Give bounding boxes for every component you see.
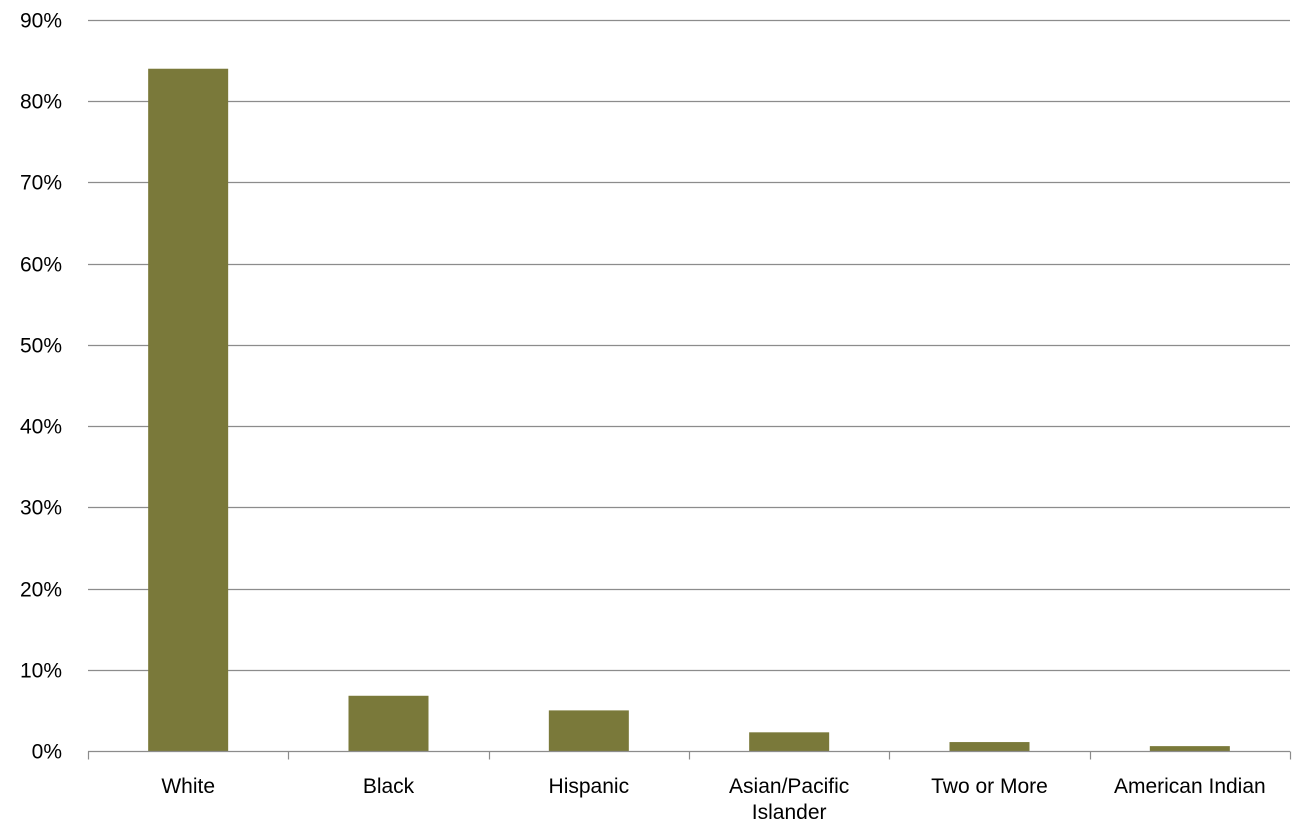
x-tick-label: American Indian (1114, 775, 1266, 798)
y-tick-label: 80% (20, 91, 62, 114)
x-axis (87, 750, 1292, 760)
bar (1149, 746, 1230, 751)
bar (949, 742, 1030, 751)
y-tick-label: 10% (20, 660, 62, 683)
bar (148, 68, 229, 751)
y-tick-label: 20% (20, 579, 62, 602)
y-tick-labels: 0% 10% 20% 30% 40% 50% 60% 70% 80% 90% (20, 10, 62, 764)
y-tick-label: 30% (20, 497, 62, 520)
bars (148, 68, 1230, 751)
y-tick-label: 70% (20, 172, 62, 195)
gridlines (88, 19, 1290, 672)
y-tick-label: 60% (20, 254, 62, 277)
x-tick-label: Asian/Pacific Islander (729, 775, 849, 824)
x-tick-label: Two or More (931, 775, 1048, 798)
y-tick-label: 90% (20, 10, 62, 33)
x-tick-labels: White Black Hispanic Asian/Pacific Islander T… (161, 775, 1265, 824)
bar (348, 695, 429, 751)
bar (548, 710, 629, 751)
y-tick-label: 50% (20, 335, 62, 358)
y-tick-label: 40% (20, 416, 62, 439)
x-tick-label: White (161, 775, 215, 798)
bar (749, 732, 830, 751)
x-tick-label: Black (363, 775, 415, 798)
x-tick-label: Hispanic (549, 775, 630, 798)
y-tick-label: 0% (32, 741, 62, 764)
